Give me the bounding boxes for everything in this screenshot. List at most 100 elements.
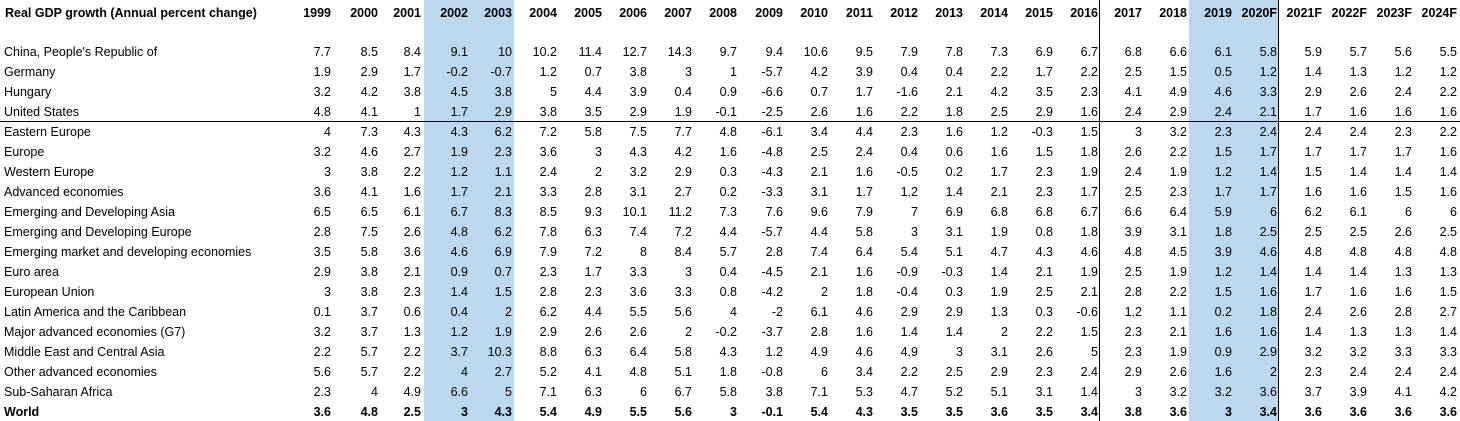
data-cell: 4.4 bbox=[856, 125, 873, 139]
data-cell: 4.6 bbox=[1260, 245, 1277, 259]
data-cell: 1.9 bbox=[675, 105, 692, 119]
data-cell: 2.3 bbox=[1170, 185, 1187, 199]
data-cell: 0.6 bbox=[946, 145, 963, 159]
data-cell: 4.3 bbox=[720, 345, 737, 359]
data-cell: 2.7 bbox=[1440, 305, 1457, 319]
data-cell: -0.8 bbox=[761, 365, 783, 379]
data-cell: 2.9 bbox=[495, 105, 512, 119]
row-label: Emerging and Developing Asia bbox=[4, 205, 175, 219]
data-cell: -6.1 bbox=[761, 125, 783, 139]
data-cell: 0.6 bbox=[404, 305, 421, 319]
data-cell: -5.7 bbox=[761, 65, 783, 79]
data-cell: 2.3 bbox=[1081, 85, 1098, 99]
data-cell: 5.2 bbox=[540, 365, 557, 379]
data-cell: 1.4 bbox=[1260, 165, 1277, 179]
data-cell: -4.2 bbox=[761, 285, 783, 299]
data-cell: 1.4 bbox=[1305, 325, 1322, 339]
row-label: Advanced economies bbox=[4, 185, 124, 199]
data-cell: 6.7 bbox=[451, 205, 468, 219]
data-cell: 1.6 bbox=[1081, 105, 1098, 119]
data-cell: 3.2 bbox=[314, 145, 331, 159]
data-cell: 3.4 bbox=[1260, 405, 1277, 419]
data-cell: 7.3 bbox=[720, 205, 737, 219]
data-cell: 3 bbox=[1135, 125, 1142, 139]
column-header-2000: 2000 bbox=[350, 6, 378, 20]
data-cell: 2.1 bbox=[404, 265, 421, 279]
data-cell: 1.7 bbox=[451, 105, 468, 119]
data-cell: 7.9 bbox=[856, 205, 873, 219]
data-cell: 8.8 bbox=[540, 345, 557, 359]
data-cell: 1.3 bbox=[404, 325, 421, 339]
data-cell: 5.8 bbox=[1260, 45, 1277, 59]
data-cell: 5.6 bbox=[314, 365, 331, 379]
row-label: Europe bbox=[4, 145, 44, 159]
data-cell: 2.9 bbox=[540, 325, 557, 339]
data-cell: 1.9 bbox=[1170, 265, 1187, 279]
data-cell: 1.2 bbox=[991, 125, 1008, 139]
data-cell: 2.4 bbox=[1260, 125, 1277, 139]
data-cell: 7.7 bbox=[675, 125, 692, 139]
data-cell: 1.5 bbox=[1081, 125, 1098, 139]
data-cell: -0.4 bbox=[896, 285, 918, 299]
data-cell: 3.7 bbox=[1305, 385, 1322, 399]
data-cell: 2.2 bbox=[901, 105, 918, 119]
data-cell: 5.4 bbox=[540, 405, 557, 419]
data-cell: 7.5 bbox=[630, 125, 647, 139]
data-cell: 4.9 bbox=[1170, 85, 1187, 99]
data-cell: 1.6 bbox=[1260, 285, 1277, 299]
row-label: Western Europe bbox=[4, 165, 94, 179]
data-cell: 1.2 bbox=[1125, 305, 1142, 319]
data-cell: 1.6 bbox=[856, 265, 873, 279]
data-cell: 2.4 bbox=[1125, 165, 1142, 179]
data-cell: 2.3 bbox=[1036, 365, 1053, 379]
column-header-2015: 2015 bbox=[1025, 6, 1053, 20]
data-cell: 4.9 bbox=[811, 345, 828, 359]
data-cell: 1.2 bbox=[1215, 165, 1232, 179]
data-cell: 4.4 bbox=[585, 305, 602, 319]
data-cell: 2.3 bbox=[585, 285, 602, 299]
data-cell: 4.2 bbox=[675, 145, 692, 159]
data-cell: 1.3 bbox=[1350, 65, 1367, 79]
data-cell: 2.4 bbox=[1440, 365, 1457, 379]
row-label: United States bbox=[4, 105, 79, 119]
data-cell: 4 bbox=[371, 385, 378, 399]
row-label: Middle East and Central Asia bbox=[4, 345, 165, 359]
data-cell: 0.7 bbox=[495, 265, 512, 279]
data-cell: 1.4 bbox=[1260, 265, 1277, 279]
data-cell: 1.5 bbox=[1215, 285, 1232, 299]
data-cell: 1.7 bbox=[856, 185, 873, 199]
data-cell: 2.1 bbox=[811, 165, 828, 179]
data-cell: 4.8 bbox=[1305, 245, 1322, 259]
data-cell: 3.4 bbox=[811, 125, 828, 139]
data-cell: 4.7 bbox=[991, 245, 1008, 259]
data-cell: 8.5 bbox=[540, 205, 557, 219]
row-label: European Union bbox=[4, 285, 94, 299]
data-cell: 2.1 bbox=[1170, 325, 1187, 339]
data-cell: 2.4 bbox=[856, 145, 873, 159]
data-cell: 7.3 bbox=[361, 125, 378, 139]
data-cell: 1.1 bbox=[1170, 305, 1187, 319]
data-cell: 3.2 bbox=[1170, 385, 1187, 399]
column-header-2020F: 2020F bbox=[1242, 6, 1278, 20]
data-cell: 1.7 bbox=[1081, 185, 1098, 199]
data-cell: 4.3 bbox=[856, 405, 873, 419]
data-cell: 3 bbox=[324, 165, 331, 179]
data-cell: 1.2 bbox=[1260, 65, 1277, 79]
data-cell: 3.8 bbox=[361, 265, 378, 279]
data-cell: 1.2 bbox=[1215, 265, 1232, 279]
data-cell: 4.4 bbox=[585, 85, 602, 99]
data-cell: 2.3 bbox=[1125, 345, 1142, 359]
data-cell: 1.6 bbox=[1215, 325, 1232, 339]
data-cell: 2.3 bbox=[1395, 125, 1412, 139]
data-cell: 3.3 bbox=[1260, 85, 1277, 99]
data-cell: 5.5 bbox=[630, 405, 647, 419]
data-cell: 0.4 bbox=[675, 85, 692, 99]
data-cell: 2.2 bbox=[1170, 145, 1187, 159]
data-cell: 7.1 bbox=[540, 385, 557, 399]
data-cell: 0.2 bbox=[946, 165, 963, 179]
data-cell: 4.8 bbox=[1395, 245, 1412, 259]
data-cell: 5 bbox=[550, 85, 557, 99]
data-cell: -5.7 bbox=[761, 225, 783, 239]
data-cell: 6 bbox=[1405, 205, 1412, 219]
data-cell: 1.9 bbox=[991, 225, 1008, 239]
